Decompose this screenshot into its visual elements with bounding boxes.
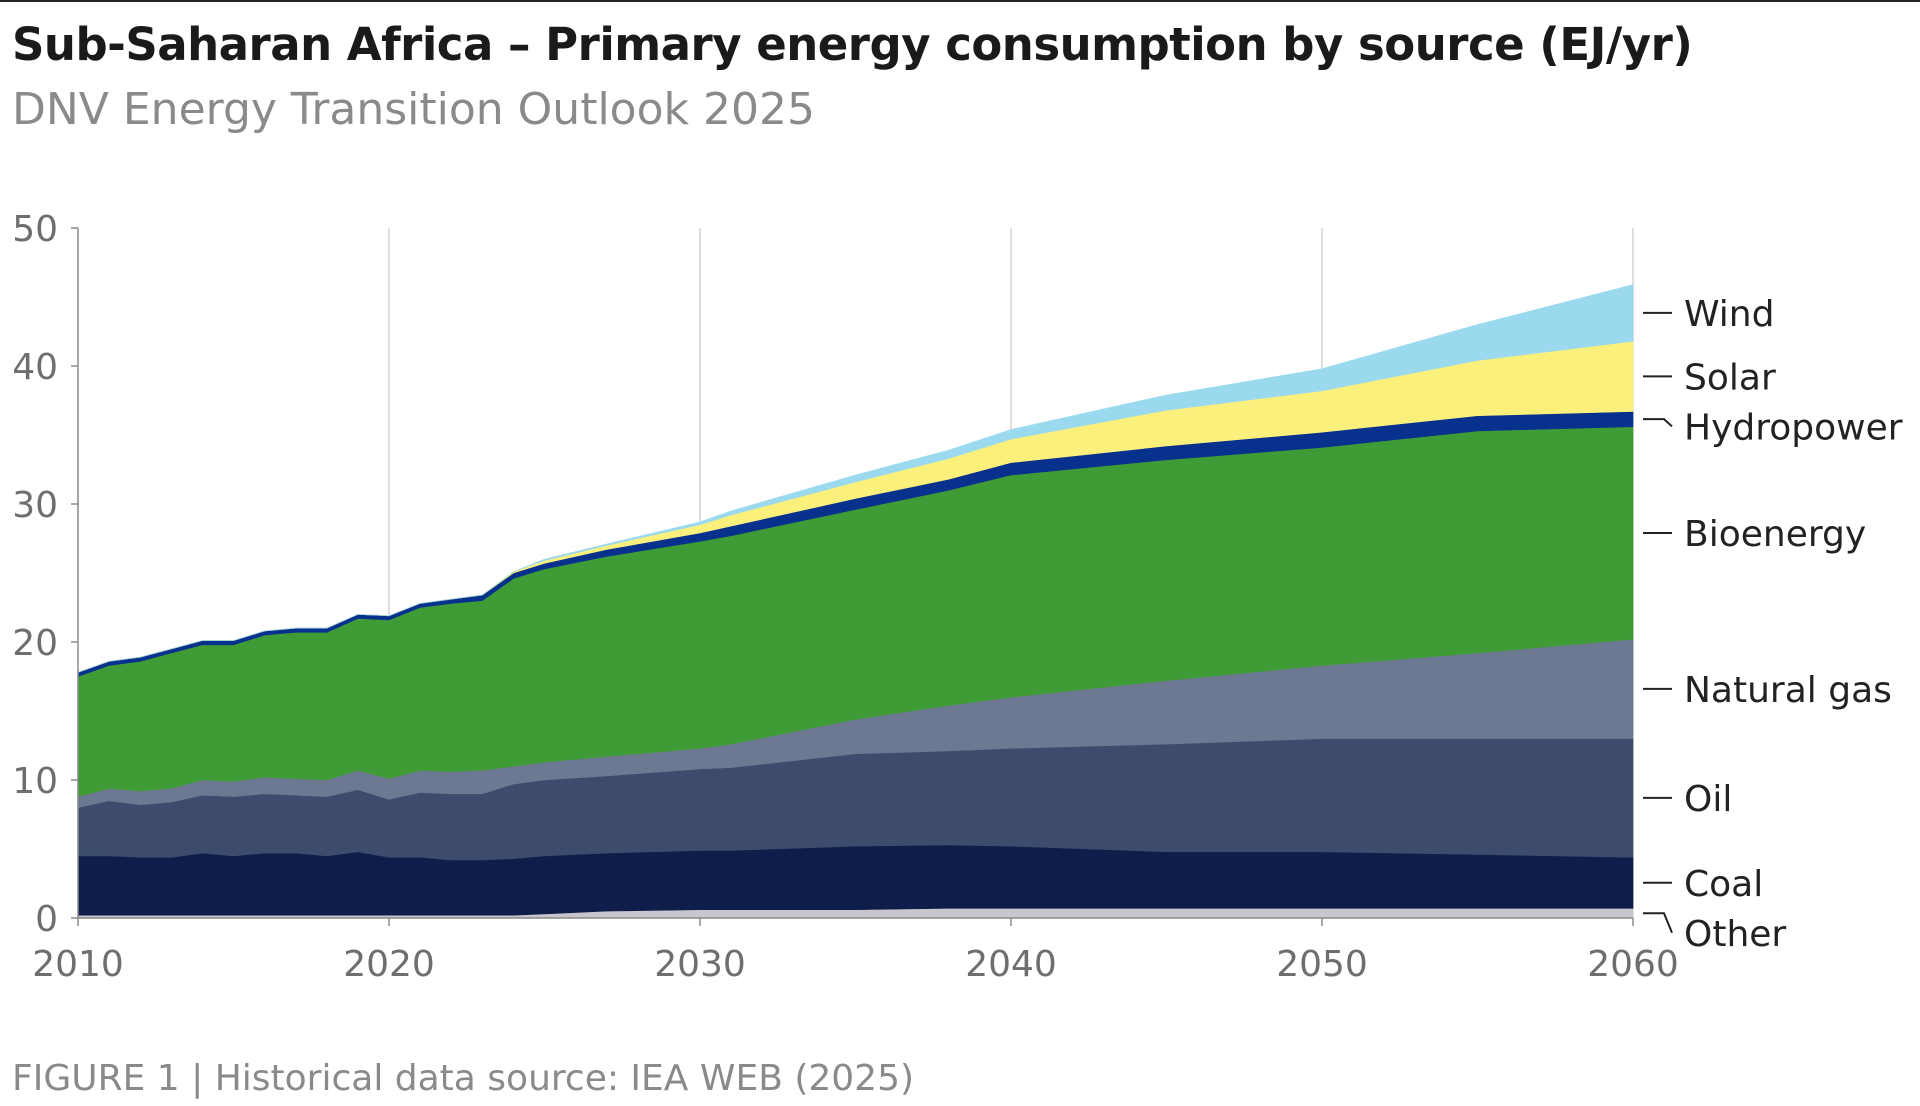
y-tick-label-40: 40	[12, 347, 58, 388]
series-label-oil: Oil	[1684, 779, 1732, 820]
y-tick-label-30: 30	[12, 485, 58, 526]
chart-title: Sub-Saharan Africa – Primary energy cons…	[12, 18, 1693, 71]
y-tick-label-50: 50	[12, 209, 58, 250]
x-tick-label-2010: 2010	[32, 944, 124, 985]
series-label-solar: Solar	[1684, 357, 1776, 398]
area-wind	[77, 284, 1634, 673]
x-tick-label-2020: 2020	[343, 944, 435, 985]
area-layer	[77, 284, 1634, 919]
chart-subtitle: DNV Energy Transition Outlook 2025	[12, 84, 815, 135]
series-label-bioenergy: Bioenergy	[1684, 514, 1866, 555]
x-tick-label-2030: 2030	[654, 944, 746, 985]
y-tick-label-10: 10	[12, 761, 58, 802]
y-tick-label-20: 20	[12, 623, 58, 664]
area-coal	[77, 844, 1634, 916]
y-tick-label-0: 0	[35, 899, 58, 940]
leader-line-other	[1643, 912, 1673, 934]
x-tick-label-2060: 2060	[1587, 944, 1679, 985]
legend-layer: Wind Solar Hydropower Bioenergy Natural gas O…	[1643, 294, 1903, 955]
series-label-coal: Coal	[1684, 864, 1763, 905]
series-label-natural-gas: Natural gas	[1684, 670, 1892, 711]
x-tick-label-2040: 2040	[965, 944, 1057, 985]
figure-footnote: FIGURE 1 | Historical data source: IEA W…	[12, 1058, 915, 1099]
series-label-other: Other	[1684, 914, 1786, 955]
leader-line-hydropower	[1643, 418, 1673, 428]
top-rule	[0, 0, 1920, 2]
series-label-wind: Wind	[1684, 294, 1774, 335]
x-tick-label-2050: 2050	[1276, 944, 1368, 985]
series-label-hydropower: Hydropower	[1684, 407, 1903, 448]
